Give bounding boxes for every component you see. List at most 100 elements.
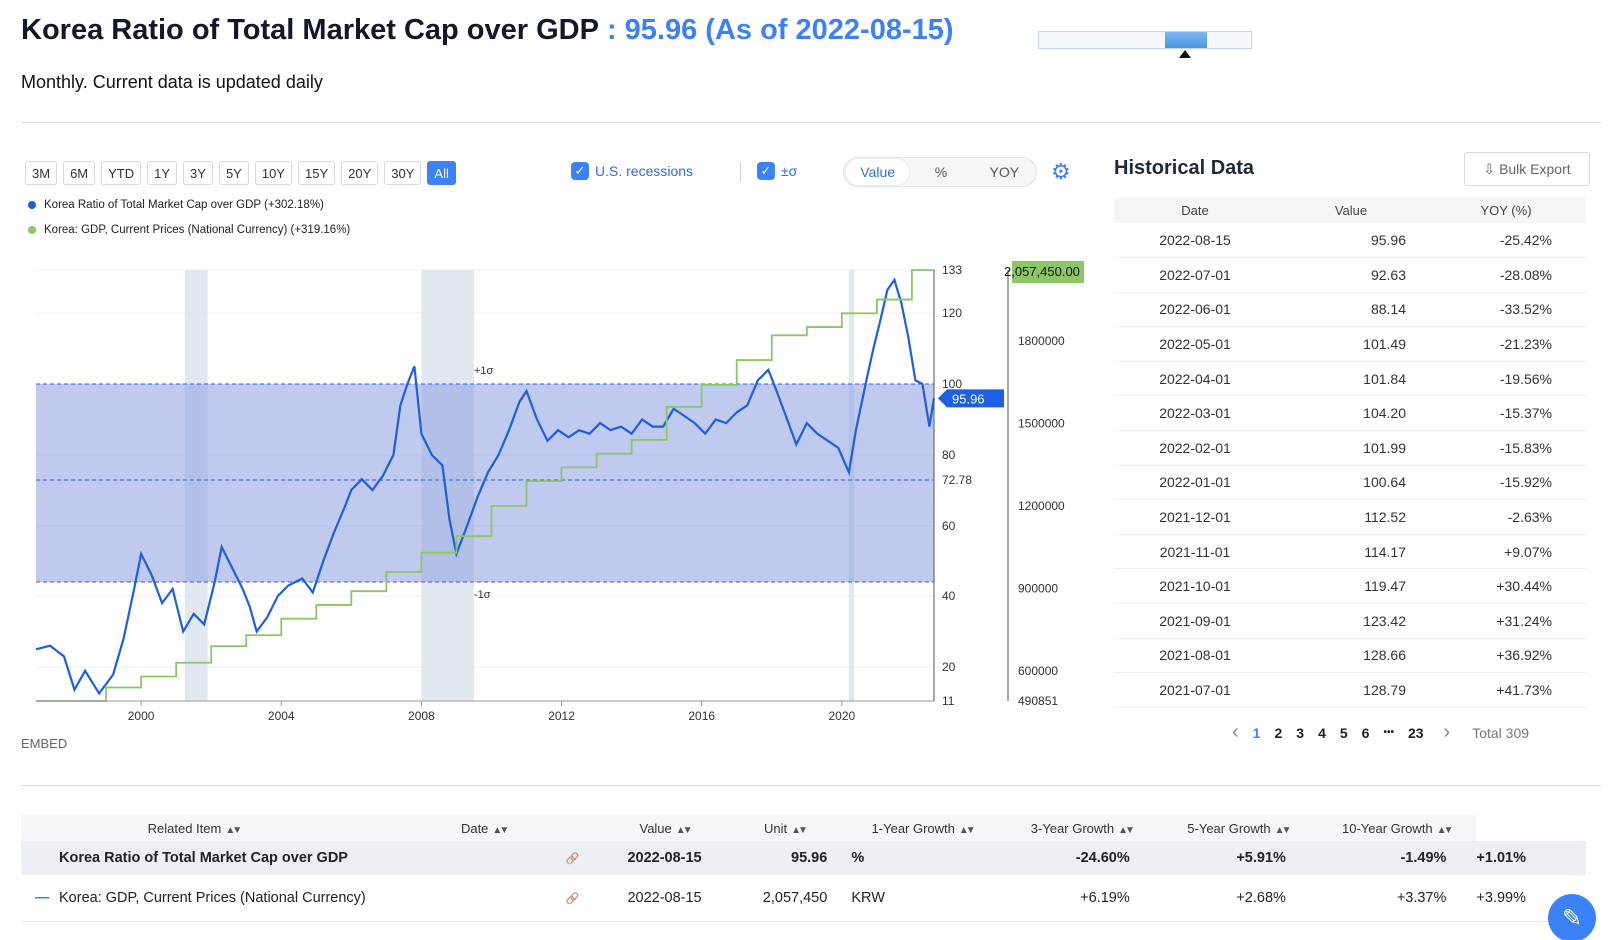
gear-icon[interactable]: ⚙ [1051,159,1071,184]
current-value-heading: : 95.96 (As of 2022-08-15) [606,14,954,46]
row-date: 2022-08-15 [1114,223,1276,259]
related-column-header[interactable]: Date ▲▼ [365,815,602,841]
sigma-toggle[interactable]: ✓ ±σ [757,162,797,180]
mode-percent[interactable]: % [934,164,948,180]
divider [740,162,741,182]
y-left-tick-label: 120 [942,306,962,320]
edit-fab-button[interactable]: ✎ [1548,894,1596,940]
column-header-date: Date [1114,197,1276,223]
y-left-tick-label: 133 [942,263,962,277]
page-4[interactable]: 4 [1318,724,1326,741]
column-header-value: Value [1276,197,1426,223]
range-button-3m[interactable]: 3M [25,161,58,185]
table-row: 2022-06-01 88.14 -33.52% [1114,292,1586,328]
row-yoy: -25.42% [1426,223,1586,259]
page-2[interactable]: 2 [1274,724,1283,741]
row-value: 100.64 [1276,465,1426,501]
row-yoy: -15.37% [1426,395,1586,432]
row-value: 119.47 [1276,568,1426,605]
x-tick-label: 2012 [548,709,575,720]
related-item-name: Korea Ratio of Total Market Cap over GDP [59,850,348,866]
legend-label: Korea: GDP, Current Prices (National Cur… [44,224,351,236]
chevron-right-icon[interactable]: › [1443,721,1451,743]
link-icon[interactable]: 🔗 [565,853,580,865]
row-value: 101.99 [1276,430,1426,466]
row-yoy: -19.56% [1426,361,1586,397]
y-left-tick-label: 11 [942,694,955,708]
related-column-header[interactable]: Value ▲▼ [601,815,728,841]
mode-yoy[interactable]: YOY [989,164,1020,180]
recessions-toggle[interactable]: ✓ U.S. recessions [571,162,693,180]
range-button-3y[interactable]: 3Y [183,161,213,185]
table-row: 2021-07-01 128.79 +41.73% [1114,672,1586,708]
y-right-tick-label: 1500000 [1018,416,1065,430]
column-label: Unit [764,820,788,836]
range-button-30y[interactable]: 30Y [384,161,422,185]
row-value: 88.14 [1276,292,1426,328]
row-date: 2022-06-01 [1114,292,1276,328]
column-label: Date [460,820,489,836]
page-1[interactable]: 1 [1252,724,1261,741]
table-row: 2022-02-01 101.99 -15.83% [1114,430,1586,466]
table-row: 2022-03-01 104.20 -15.37% [1114,395,1586,432]
related-column-header[interactable]: 10-Year Growth ▲▼ [1315,815,1477,841]
related-date: 2022-08-15 [601,841,728,875]
sort-icon: ▲▼ [1436,824,1454,836]
page-title: Korea Ratio of Total Market Cap over GDP [21,14,599,46]
related-column-header[interactable]: 3-Year Growth ▲▼ [1002,815,1160,841]
related-growth-3y: +2.68% [1159,875,1316,922]
page-3[interactable]: 3 [1296,724,1305,741]
pencil-icon: ✎ [1561,904,1583,932]
related-row[interactable]: Korea Ratio of Total Market Cap over GDP… [21,841,1586,875]
series-marker-icon: — [35,889,50,906]
range-button-20y[interactable]: 20Y [341,161,379,185]
row-value: 123.42 [1276,603,1426,639]
related-column-header[interactable]: Unit ▲▼ [727,815,842,841]
y-right-tick-label: 900000 [1018,581,1058,595]
y-right-tick-label: 1800000 [1018,334,1065,348]
range-button-all[interactable]: All [427,161,456,185]
row-date: 2021-12-01 [1114,499,1276,535]
related-column-header[interactable]: 1-Year Growth ▲▼ [841,815,1003,841]
table-row: 2021-12-01 112.52 -2.63% [1114,499,1586,535]
range-button-15y[interactable]: 15Y [297,161,336,185]
range-button-1y[interactable]: 1Y [147,161,178,185]
x-tick-label: 2000 [128,709,155,720]
legend-dot-icon [28,201,36,209]
mode-value[interactable]: Value [846,159,910,185]
row-yoy: -33.52% [1426,292,1586,328]
column-label: 3-Year Growth [1030,820,1115,836]
range-button-5y[interactable]: 5Y [218,161,249,185]
recessions-label: U.S. recessions [595,163,694,179]
embed-link[interactable]: EMBED [21,736,68,751]
related-column-header[interactable]: 5-Year Growth ▲▼ [1159,815,1316,841]
column-label: 5-Year Growth [1187,820,1271,836]
related-date: 2022-08-15 [601,875,728,922]
y-left-tick-label: 40 [942,589,956,603]
page-ellipsis[interactable]: ••• [1383,727,1394,738]
y-left-tick-label: 72.78 [942,473,972,487]
check-icon: ✓ [571,162,589,180]
historical-table: Date Value YOY (%) 2022-08-15 95.96 -25.42… [1114,197,1586,708]
bulk-export-button[interactable]: ⇩ Bulk Export [1464,152,1590,186]
chevron-left-icon[interactable]: ‹ [1232,721,1239,743]
related-item-name: Korea: GDP, Current Prices (National Cur… [59,889,366,906]
link-icon[interactable]: 🔗 [565,892,580,905]
related-item-cell: Korea Ratio of Total Market Cap over GDP [21,841,366,875]
y-right-tick-label: 600000 [1018,664,1058,678]
range-button-6m[interactable]: 6M [63,161,96,185]
row-value: 101.84 [1276,361,1426,397]
range-button-ytd[interactable]: YTD [101,161,142,185]
page-5[interactable]: 5 [1339,724,1348,741]
page-title-row: Korea Ratio of Total Market Cap over GDP… [21,14,954,47]
related-row[interactable]: — Korea: GDP, Current Prices (National Cu… [21,875,1586,922]
legend-item[interactable]: Korea Ratio of Total Market Cap over GDP… [28,199,324,211]
sort-icon: ▲▼ [1118,824,1135,836]
range-button-10y[interactable]: 10Y [254,161,292,185]
sigma-upper-label: +1σ [474,365,494,377]
legend-item[interactable]: Korea: GDP, Current Prices (National Cur… [28,224,350,236]
page-6[interactable]: 6 [1361,724,1370,741]
column-label: 10-Year Growth [1341,820,1433,836]
related-column-header[interactable]: Related Item ▲▼ [21,815,366,841]
page-last[interactable]: 23 [1407,724,1424,741]
